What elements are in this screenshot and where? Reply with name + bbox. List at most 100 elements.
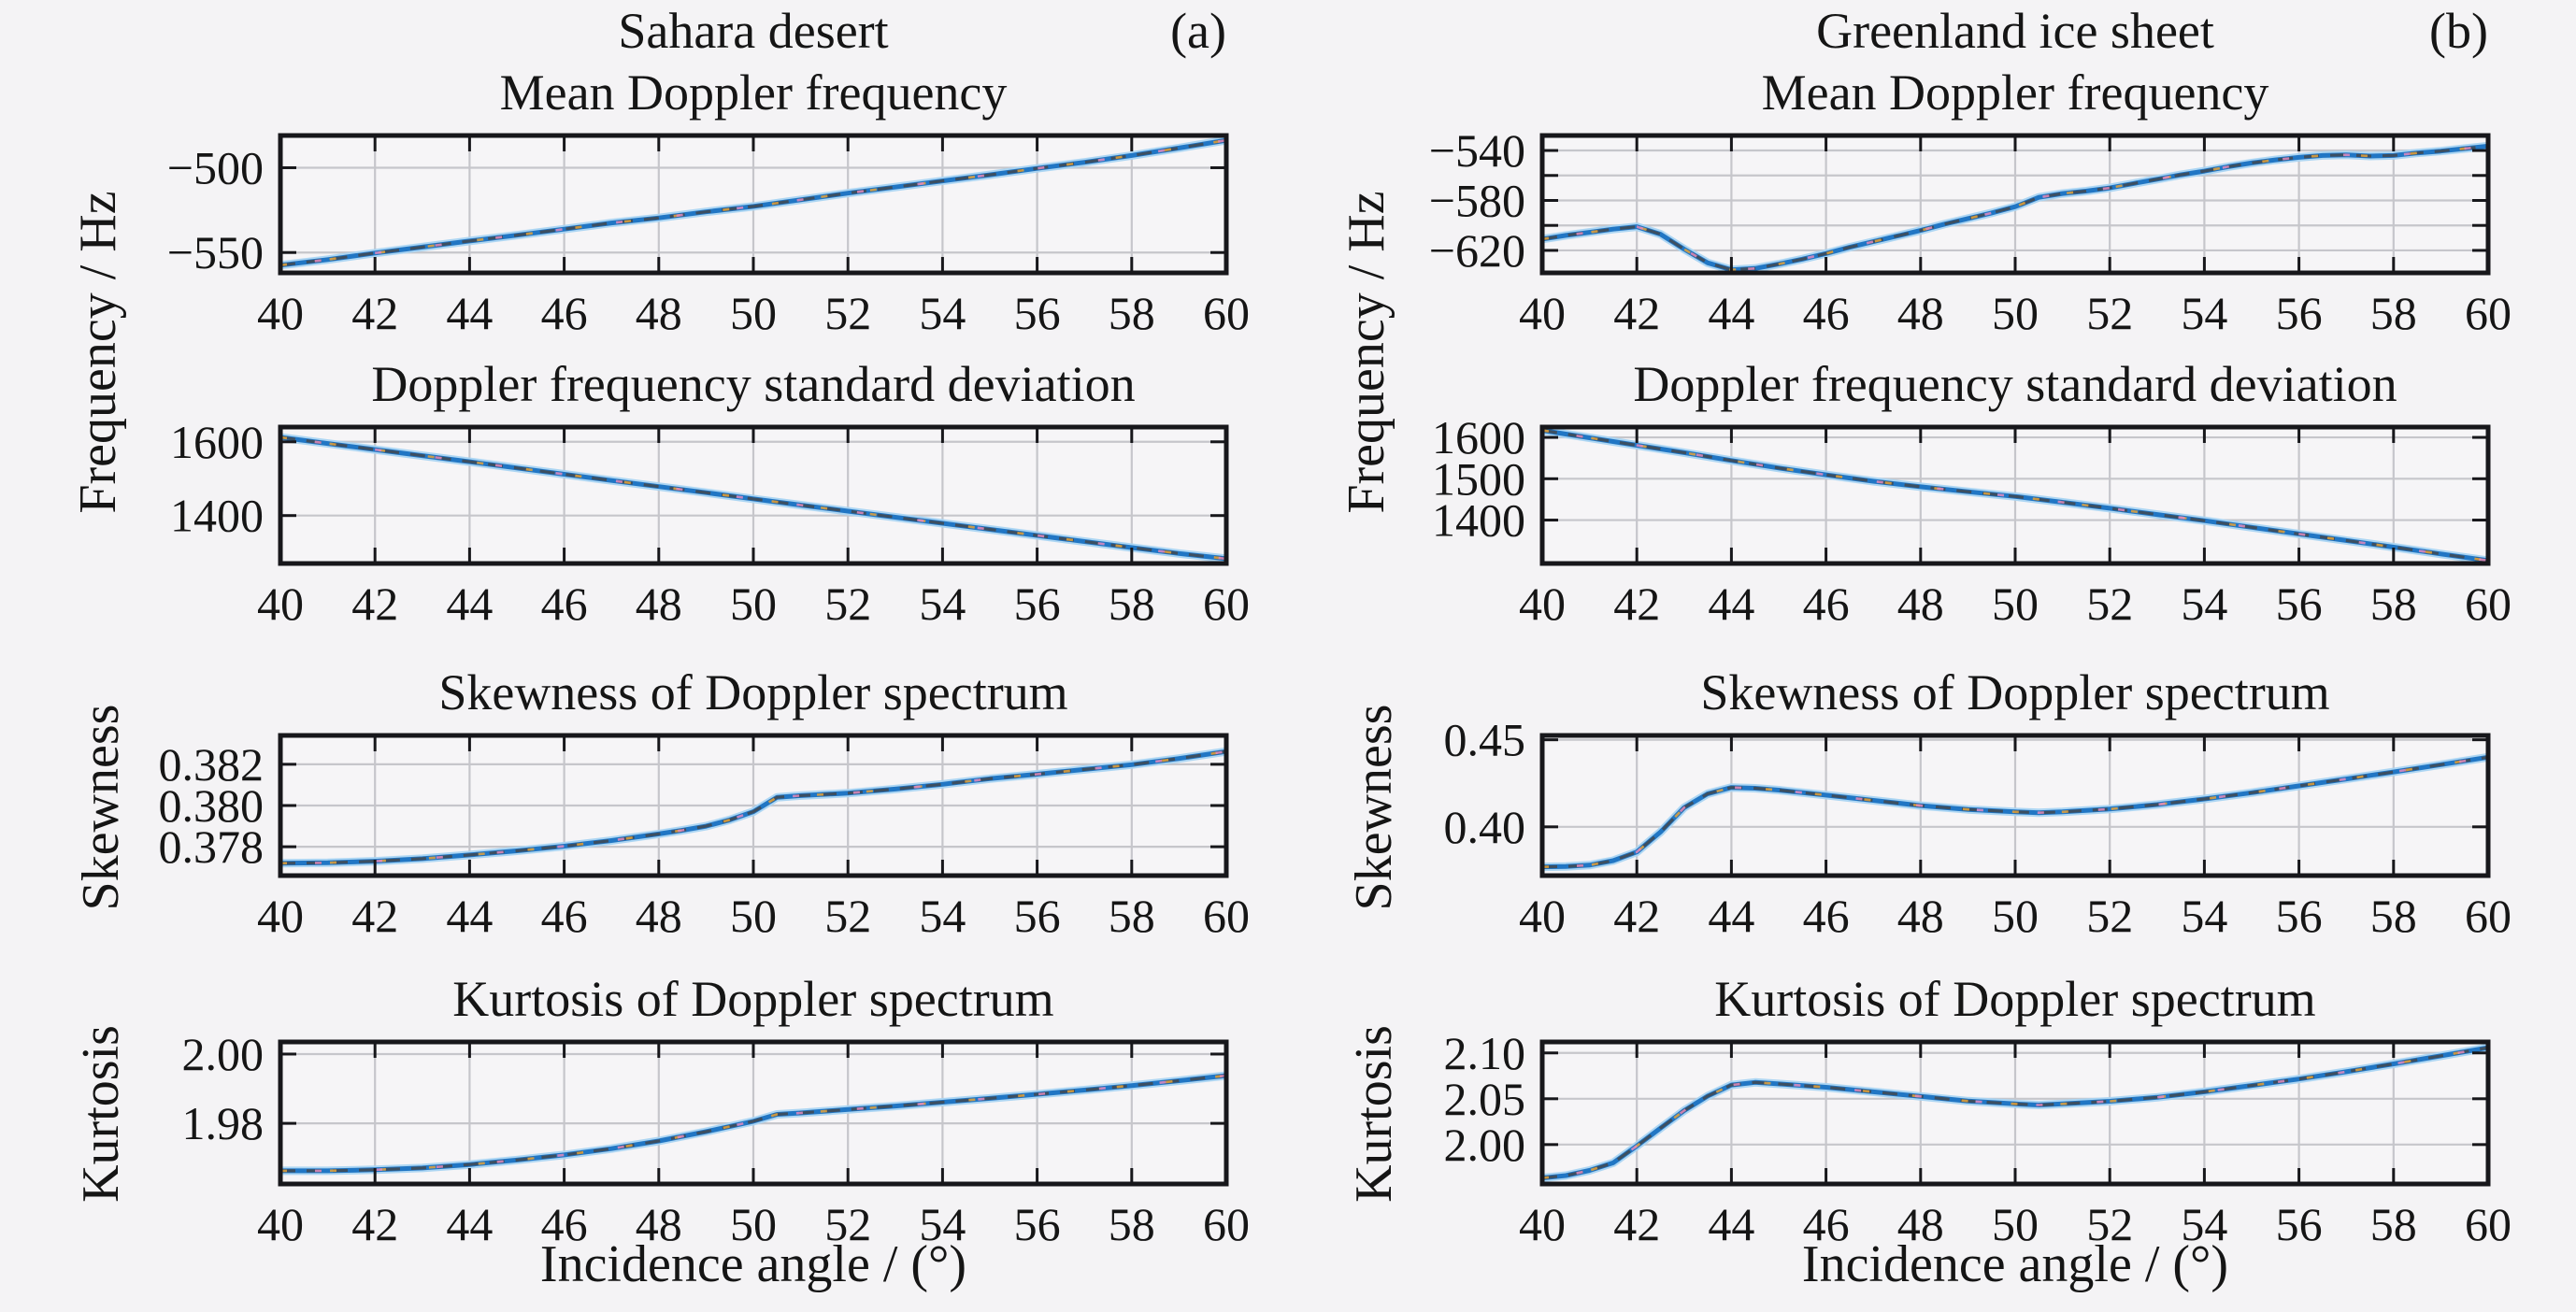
x-tick-label: 42 — [1613, 287, 1660, 339]
x-tick-label: 54 — [2181, 1198, 2227, 1250]
y-tick-label: −540 — [1429, 124, 1525, 177]
x-tick-label: 50 — [1992, 1198, 2039, 1250]
plot-area-sahara-kurtosis: 2.00 1.98 40 42 44 46 48 50 52 54 56 58 60 — [182, 1028, 1251, 1250]
x-axis-label-right: Incidence angle / (°) — [1801, 1235, 2229, 1293]
x-tick-label: 46 — [1803, 890, 1850, 942]
y-tick-label: 2.00 — [182, 1028, 265, 1080]
x-tick-label: 52 — [824, 890, 871, 942]
x-tick-label: 54 — [919, 287, 966, 339]
plot-frame — [278, 133, 1229, 276]
x-tick-label: 40 — [1519, 578, 1566, 630]
plot-area-greenland-skewness: 0.45 0.40 40 42 44 46 48 50 52 54 56 58 60 — [1444, 714, 2512, 942]
x-tick-label: 46 — [1803, 1198, 1850, 1250]
x-tick-label: 56 — [2276, 287, 2323, 339]
x-tick-label: 44 — [1708, 1198, 1754, 1250]
x-tick-label: 56 — [2276, 1198, 2323, 1250]
x-tick-label: 58 — [2370, 890, 2417, 942]
x-tick-label: 44 — [1708, 287, 1754, 339]
subplot-title: Kurtosis of Doppler spectrum — [452, 971, 1054, 1027]
data-line — [1541, 429, 2489, 563]
data-line — [280, 1074, 1227, 1173]
x-tick-label: 48 — [1897, 890, 1944, 942]
y-tick-label: 2.05 — [1444, 1073, 1526, 1125]
data-line — [279, 138, 1227, 267]
data-line — [1541, 429, 2489, 563]
x-tick-label: 42 — [351, 578, 398, 630]
x-tick-label: 46 — [541, 578, 588, 630]
data-line — [1541, 144, 2489, 272]
subplot-title: Doppler frequency standard deviation — [1633, 356, 2397, 412]
y-tick-label: 0.40 — [1444, 801, 1526, 853]
y-tick-label: 1400 — [170, 490, 264, 542]
y-tick-label: 1400 — [1432, 494, 1525, 547]
x-tick-label: 40 — [257, 287, 304, 339]
panel-b-tag: (b) — [2429, 3, 2488, 59]
plot-area-greenland-kurtosis: 2.102.052.00 40 42 44 46 48 50 52 54 56 58 60 — [1444, 1027, 2512, 1250]
x-axis-label-left: Incidence angle / (°) — [539, 1235, 967, 1293]
x-tick-label: 52 — [824, 578, 871, 630]
y-tick-label: 2.10 — [1444, 1027, 1526, 1079]
x-tick-label: 46 — [541, 1198, 588, 1250]
x-tick-label: 60 — [2465, 578, 2512, 630]
subplot-title: Mean Doppler frequency — [499, 64, 1008, 121]
y-tick-label: 1.98 — [182, 1097, 265, 1149]
y-tick-label: −580 — [1429, 174, 1525, 226]
plot-frame — [278, 733, 1229, 878]
y-tick-label: 0.380 — [159, 779, 265, 832]
plot-frame — [1539, 133, 2491, 276]
x-tick-label: 44 — [446, 890, 493, 942]
x-tick-label: 58 — [2370, 287, 2417, 339]
x-tick-label: 52 — [824, 1198, 871, 1250]
subplot-title: Skewness of Doppler spectrum — [438, 664, 1068, 720]
x-tick-label: 54 — [2181, 287, 2227, 339]
x-tick-label: 60 — [1203, 1198, 1250, 1250]
x-tick-label: 48 — [1897, 1198, 1944, 1250]
x-tick-label: 42 — [351, 1198, 398, 1250]
data-line — [1541, 756, 2489, 868]
plot-area-sahara-mean-doppler-frequency: −500 −550 40 42 44 46 48 50 52 54 56 58 60 — [167, 133, 1250, 339]
x-tick-label: 42 — [1613, 890, 1660, 942]
x-tick-label: 58 — [1109, 287, 1155, 339]
y-tick-label: −500 — [167, 141, 264, 193]
x-tick-label: 44 — [1708, 890, 1754, 942]
x-tick-label: 40 — [1519, 1198, 1566, 1250]
x-tick-label: 48 — [636, 1198, 682, 1250]
x-tick-label: 56 — [1014, 287, 1061, 339]
x-tick-label: 52 — [2086, 578, 2133, 630]
subplot-greenland-kurtosis: Kurtosis of Doppler spectrum 2.10 2.05 2.0… — [1444, 971, 2512, 1250]
x-tick-label: 58 — [1109, 578, 1155, 630]
y-tick-label: 1500 — [1432, 452, 1525, 505]
x-tick-label: 50 — [730, 578, 777, 630]
x-tick-label: 48 — [1897, 287, 1944, 339]
y-tick-label: 1600 — [1432, 411, 1525, 463]
plot-area-sahara-doppler-std-deviation: 1600 1400 40 42 44 46 48 50 52 54 56 58 60 — [170, 416, 1250, 630]
x-tick-label: 56 — [1014, 578, 1061, 630]
plot-frame — [1539, 424, 2491, 566]
plot-frame — [278, 1039, 1229, 1187]
subplot-sahara-mean-doppler-frequency: Mean Doppler frequency −500 −550 40 42 44 46 4… — [167, 64, 1250, 339]
x-tick-label: 48 — [1897, 578, 1944, 630]
x-tick-label: 52 — [2086, 1198, 2133, 1250]
panel-a-title: Sahara desert — [618, 3, 889, 59]
y-tick-label: 0.382 — [159, 738, 265, 791]
x-tick-label: 48 — [636, 578, 682, 630]
data-line — [279, 138, 1227, 267]
x-tick-label: 44 — [446, 578, 493, 630]
subplot-greenland-skewness: Skewness of Doppler spectrum 0.45 0.40 40 4… — [1444, 664, 2512, 942]
x-tick-label: 60 — [1203, 287, 1250, 339]
x-tick-label: 60 — [2465, 287, 2512, 339]
subplot-sahara-skewness: Skewness of Doppler spectrum 0.382 0.380 0… — [159, 664, 1251, 942]
data-line — [279, 435, 1227, 561]
subplot-title: Mean Doppler frequency — [1761, 64, 2269, 121]
subplot-title: Doppler frequency standard deviation — [371, 356, 1136, 412]
subplot-title: Skewness of Doppler spectrum — [1700, 664, 2330, 720]
x-tick-label: 46 — [541, 890, 588, 942]
x-tick-label: 40 — [1519, 890, 1566, 942]
x-tick-label: 46 — [541, 287, 588, 339]
x-tick-label: 52 — [824, 287, 871, 339]
y-tick-label: −620 — [1429, 224, 1525, 277]
plot-frame — [1539, 733, 2491, 878]
